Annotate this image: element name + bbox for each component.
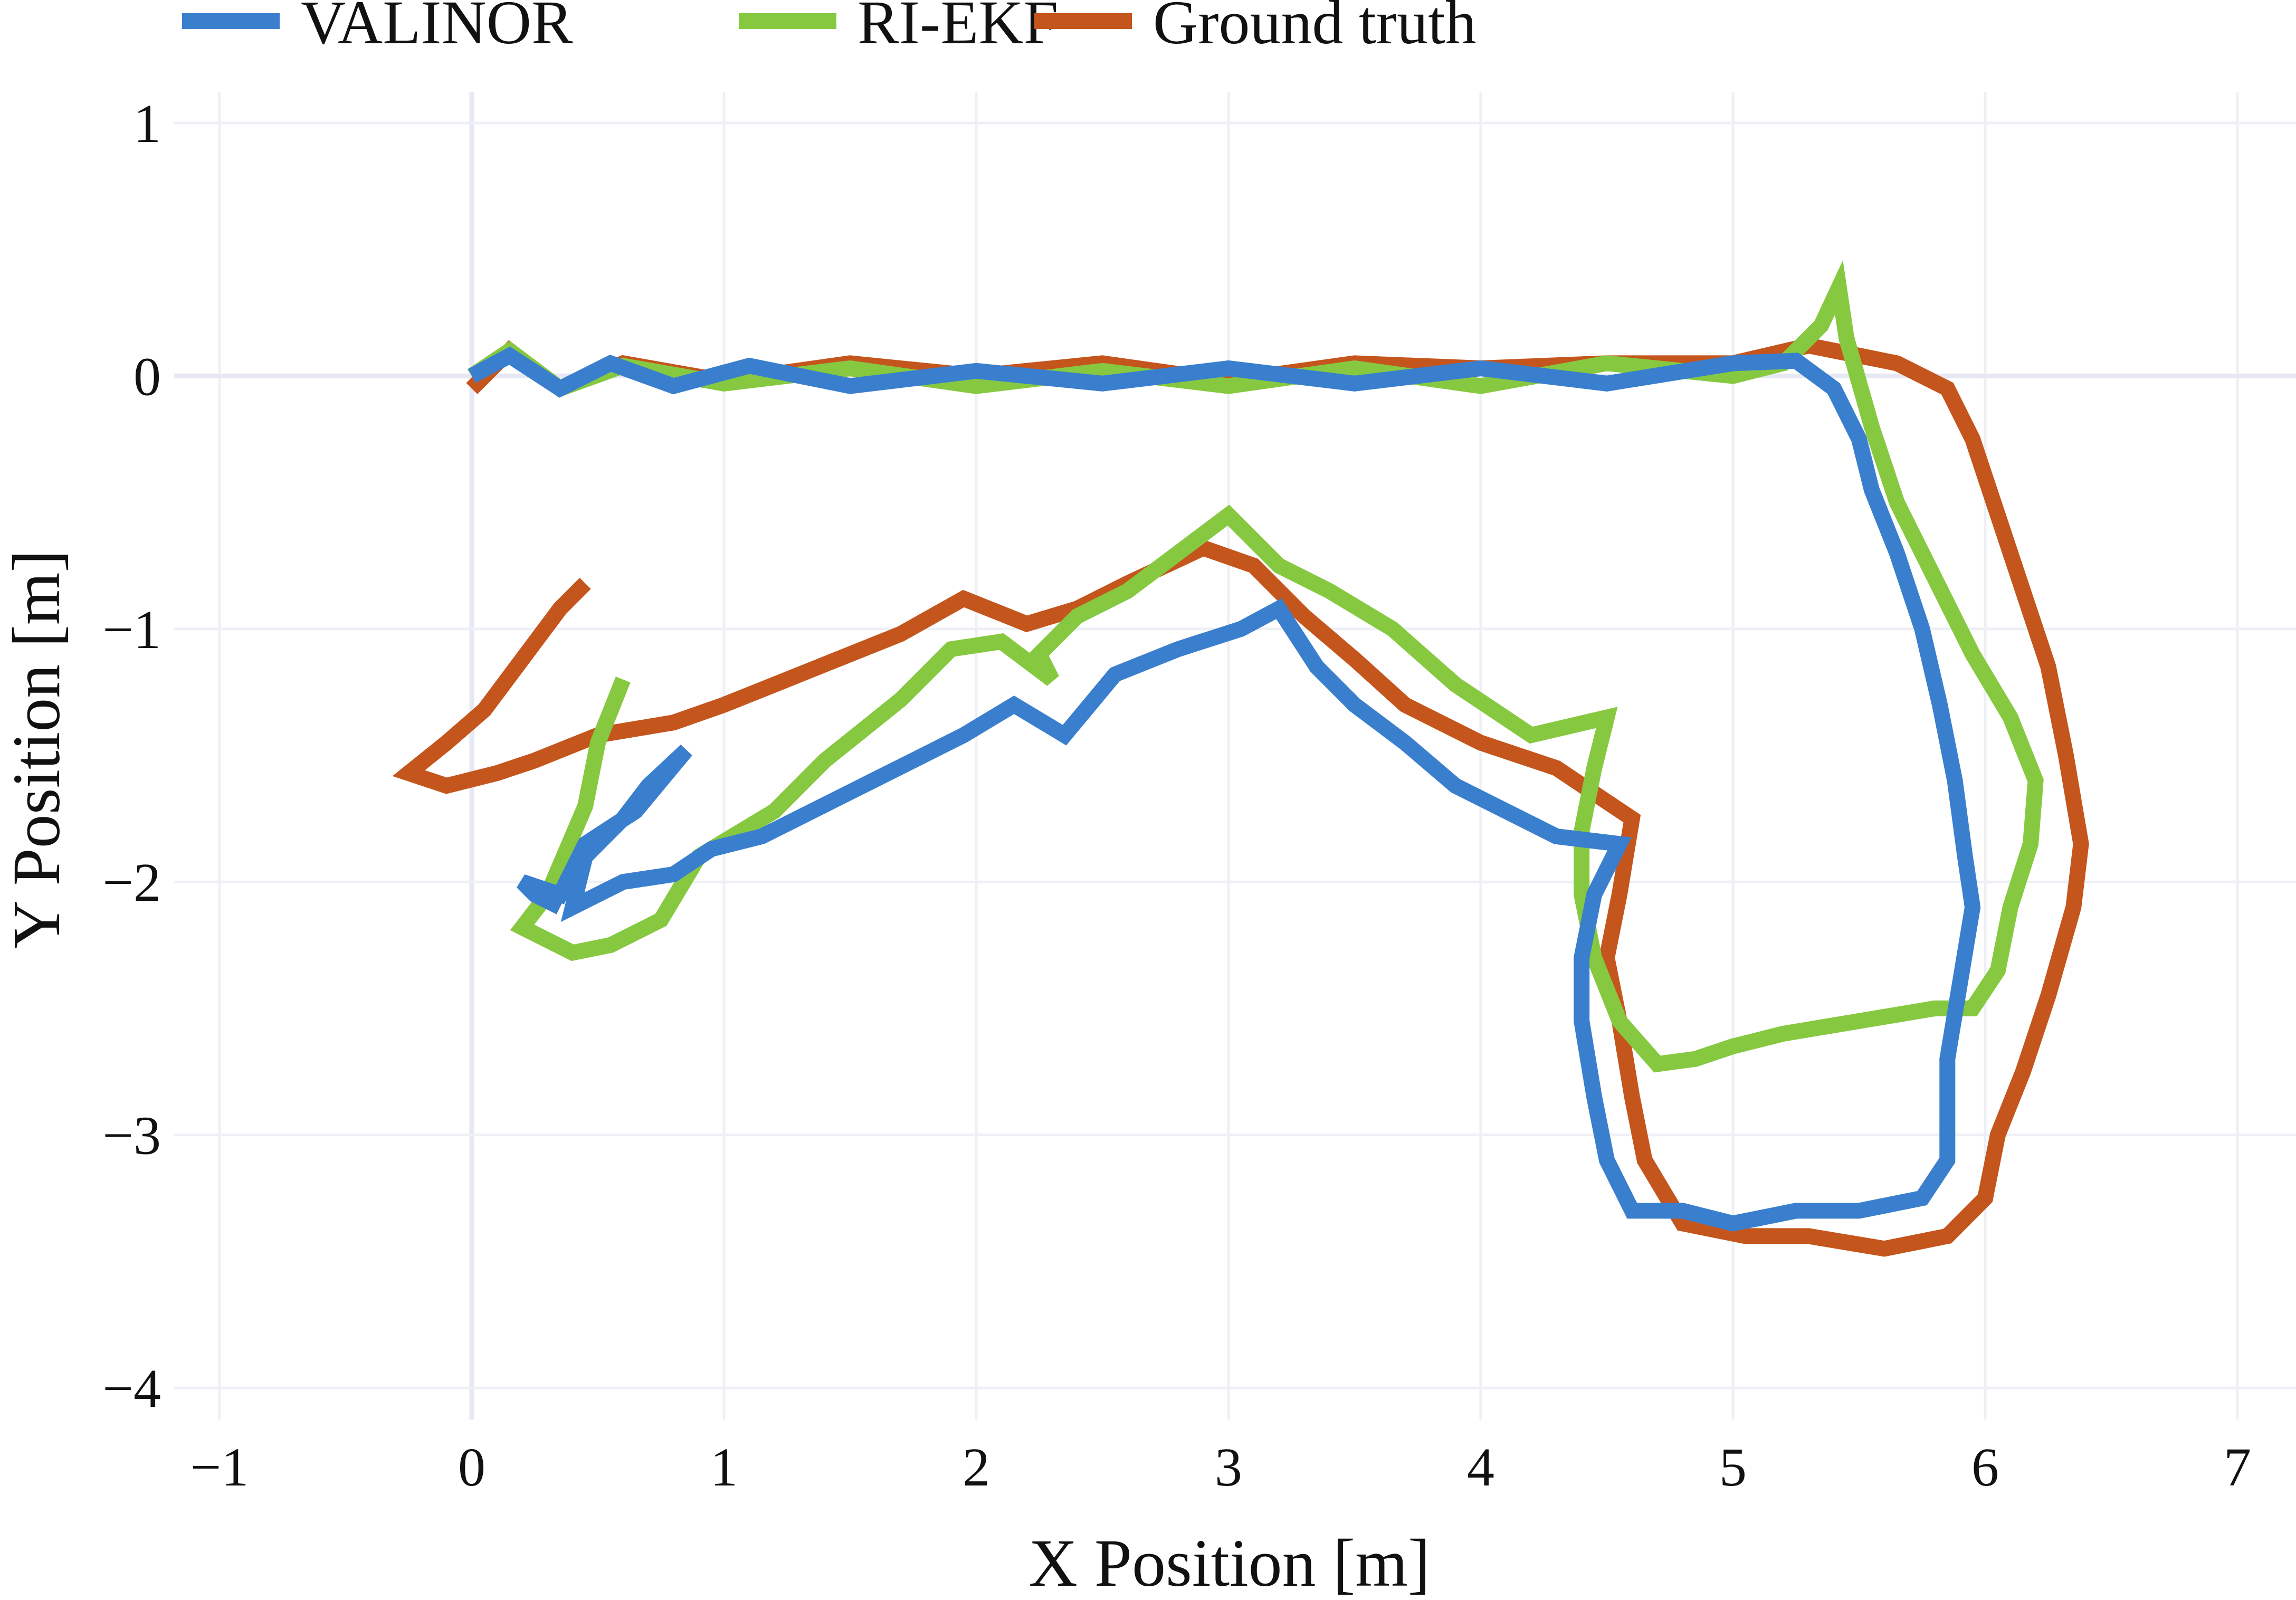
x-tick-label: 6: [1971, 1437, 1999, 1498]
series-line-ri-ekf: [467, 260, 2044, 1073]
series-line-valinor: [468, 346, 1981, 1232]
x-tick-label: 1: [710, 1437, 738, 1498]
y-tick-label: −3: [102, 1106, 161, 1166]
x-tick-label: 2: [963, 1437, 990, 1498]
y-tick-label: −2: [102, 852, 161, 913]
y-tick-label: −1: [102, 599, 161, 660]
x-tick-label: 0: [458, 1437, 485, 1498]
legend-label: VALINOR: [301, 0, 573, 57]
y-tick-label: −4: [102, 1358, 161, 1419]
legend-label: Ground truth: [1153, 0, 1476, 57]
x-tick-label: −1: [190, 1437, 249, 1498]
y-tick-label: 0: [134, 346, 161, 407]
tick-labels: −1 0 1 2 3 4 5 6 7 1 0 −1 −2 −3 −4: [102, 93, 2251, 1498]
x-tick-label: 7: [2224, 1437, 2251, 1498]
x-tick-label: 3: [1215, 1437, 1242, 1498]
y-tick-label: 1: [134, 93, 161, 154]
grid-lines: [174, 92, 2296, 1420]
x-axis-title: X Position [m]: [1029, 1526, 1431, 1600]
y-axis-title: Y Position [m]: [0, 550, 74, 949]
legend: VALINOR RI-EKF Ground truth: [182, 0, 1476, 57]
series-line-ground-truth: [392, 337, 2089, 1257]
x-tick-label: 4: [1467, 1437, 1494, 1498]
x-tick-label: 5: [1719, 1437, 1747, 1498]
series-lines: [392, 260, 2089, 1257]
legend-label: RI-EKF: [858, 0, 1058, 57]
